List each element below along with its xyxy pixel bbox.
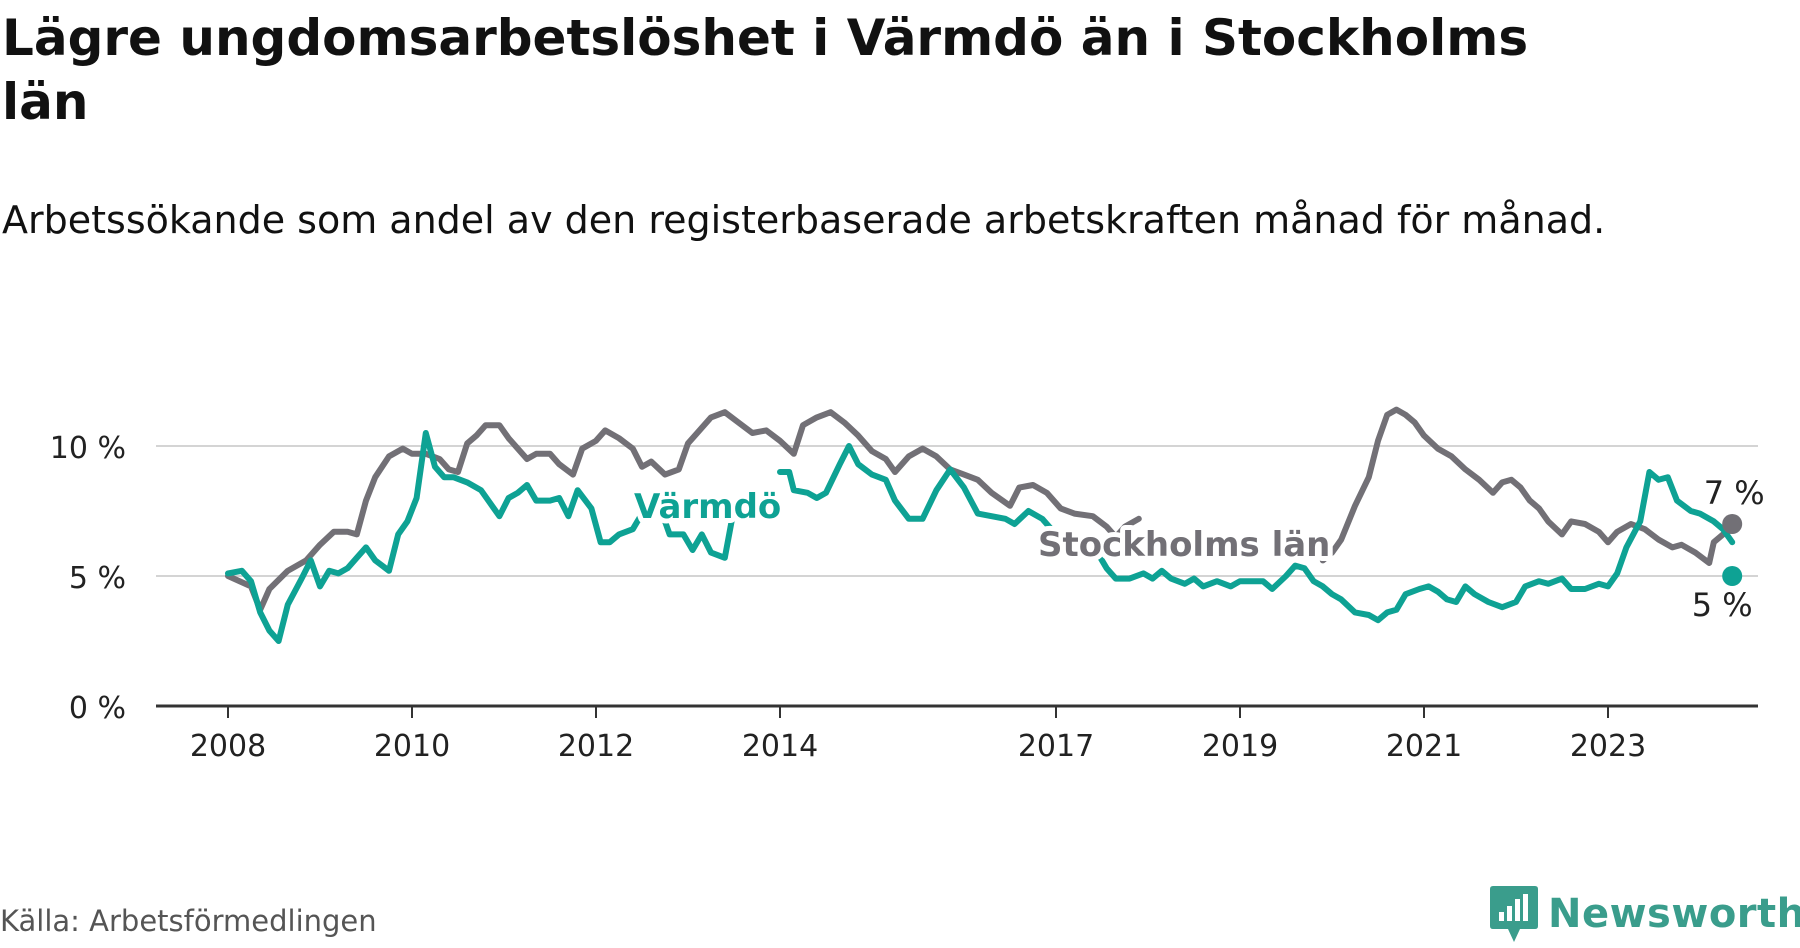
newsworthy-logo[interactable]: Newsworthy	[1490, 884, 1800, 944]
series-line-varmdo-0	[225, 430, 747, 644]
end-marker-varmdo	[1722, 566, 1743, 586]
x-tick-label: 2023	[1570, 729, 1646, 764]
series-label-stockholm-halo: Stockholms län	[1038, 525, 1330, 565]
y-tick-label: 0 %	[69, 691, 126, 726]
end-marker-stockholm	[1722, 514, 1743, 534]
x-tick-label: 2019	[1202, 729, 1278, 764]
series-lines	[225, 406, 1736, 644]
y-axis-labels: 0 % 5 % 10 %	[50, 431, 126, 726]
x-axis: 2008 2010 2012 2014 2017 2019 2021 2023	[156, 704, 1758, 764]
series-label-varmdo: Värmdö	[634, 487, 781, 527]
brand-name: Newsworthy	[1548, 891, 1800, 937]
x-tick-label: 2010	[374, 729, 450, 764]
x-tick-label: 2021	[1386, 729, 1462, 764]
series-label-varmdo-halo: Värmdö	[634, 487, 781, 527]
newsworthy-bars-icon	[1490, 886, 1538, 942]
series-line-stockholm-0	[225, 409, 1142, 613]
series-label-stockholm: Stockholms län	[1038, 525, 1330, 565]
line-chart: 0 %5 %10 % 2008 2010 2012 2014 2017 2019 2021 2…	[50, 406, 1765, 764]
y-tick-label: 5 %	[69, 561, 126, 596]
chart-subtitle: Arbetssökande som andel av den registerb…	[2, 198, 1606, 242]
y-tick-label: 10 %	[50, 431, 126, 466]
x-tick-label: 2008	[190, 729, 266, 764]
chart-title: Lägre ungdomsarbetslöshet i Värmdö än i …	[2, 9, 1529, 131]
x-tick-label: 2017	[1018, 729, 1094, 764]
end-label-varmdo: 5 %	[1692, 586, 1753, 624]
series-line-varmdo-1	[777, 443, 1736, 624]
grid-lines	[156, 445, 1758, 577]
series-line-stockholm-1	[1319, 406, 1736, 566]
end-label-stockholm: 7 %	[1704, 474, 1765, 512]
x-tick-label: 2014	[742, 729, 818, 764]
x-tick-label: 2012	[558, 729, 634, 764]
source-note: Källa: Arbetsförmedlingen	[0, 904, 377, 938]
